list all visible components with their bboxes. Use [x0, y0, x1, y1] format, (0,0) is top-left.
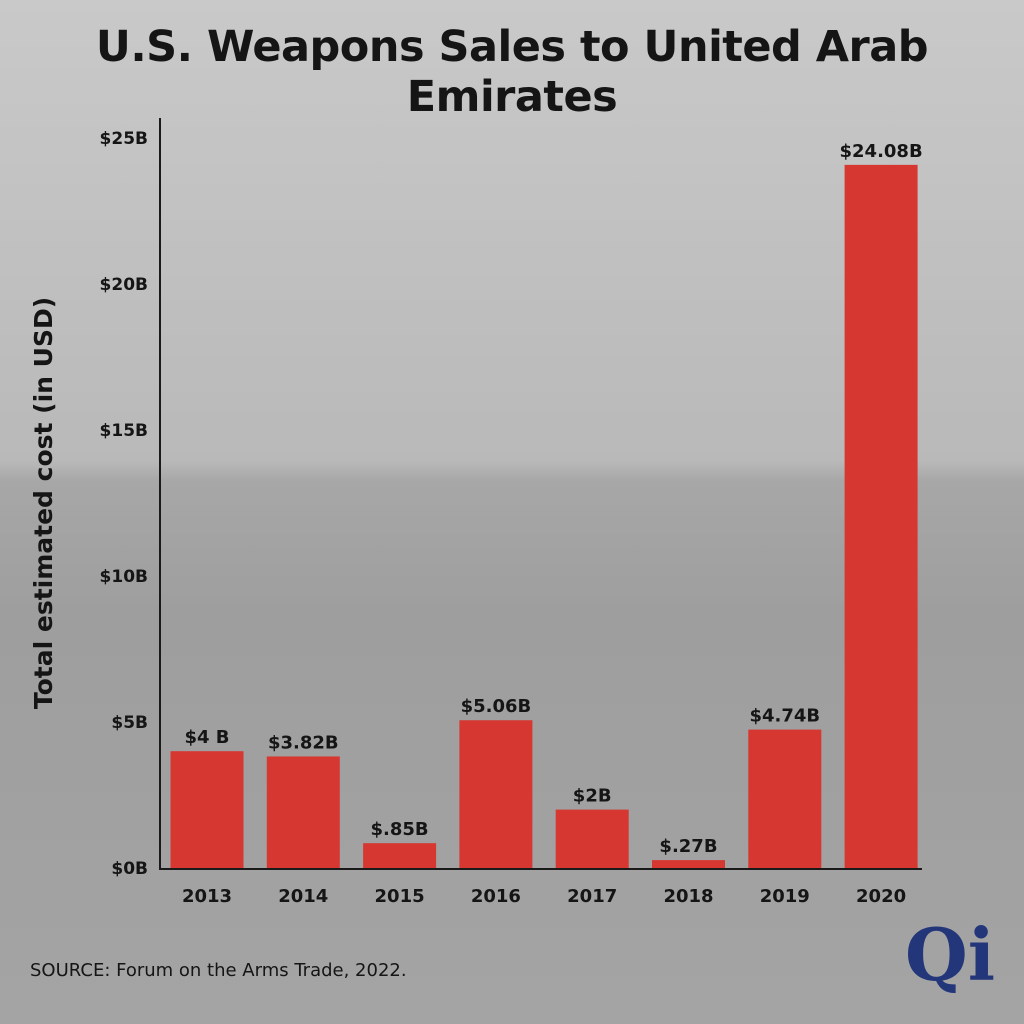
y-tick-label: $0B	[111, 859, 148, 879]
bar-2014	[266, 756, 340, 868]
bar-2019	[748, 729, 822, 868]
value-label-2018: $.27B	[659, 836, 717, 857]
x-tick-label: 2020	[856, 886, 906, 907]
y-tick-label: $25B	[100, 129, 148, 149]
value-label-2017: $2B	[573, 786, 612, 807]
x-tick-label: 2014	[278, 886, 328, 907]
y-tick-label: $5B	[111, 713, 148, 733]
y-axis-ticks: $0B $5B $10B $15B $20B $25B	[100, 129, 148, 879]
y-tick-label: $10B	[100, 567, 148, 587]
x-tick-label: 2013	[182, 886, 232, 907]
source-note: SOURCE: Forum on the Arms Trade, 2022.	[30, 960, 407, 981]
bar-2020	[844, 164, 918, 868]
x-tick-label: 2016	[471, 886, 521, 907]
value-label-2020: $24.08B	[840, 141, 923, 162]
x-tick-label: 2017	[567, 886, 617, 907]
x-tick-label: 2018	[663, 886, 713, 907]
value-label-2016: $5.06B	[461, 696, 532, 717]
value-label-2015: $.85B	[371, 819, 429, 840]
value-labels: $4 B $3.82B $.85B $5.06B $2B $.27B $4.74B $24.0…	[184, 141, 922, 857]
value-label-2014: $3.82B	[268, 732, 339, 753]
bar-2015	[363, 843, 437, 868]
x-tick-label: 2019	[760, 886, 810, 907]
bar-2018	[652, 860, 725, 868]
bars	[170, 164, 918, 868]
y-tick-label: $15B	[100, 421, 148, 441]
bar-2017	[555, 809, 629, 868]
qi-logo: Qi	[905, 912, 996, 997]
y-tick-label: $20B	[100, 275, 148, 295]
bar-2016	[459, 720, 533, 868]
bar-2013	[170, 751, 244, 868]
chart-title: U.S. Weapons Sales to United Arab Emirat…	[95, 22, 929, 122]
value-label-2013: $4 B	[184, 727, 229, 748]
x-tick-label: 2015	[375, 886, 425, 907]
y-axis-title-group: Total estimated cost (in USD)	[29, 297, 58, 709]
y-axis-title: Total estimated cost (in USD)	[29, 297, 58, 709]
x-axis-ticks: 2013 2014 2015 2016 2017 2018 2019 2020	[182, 886, 906, 907]
value-label-2019: $4.74B	[749, 706, 820, 727]
